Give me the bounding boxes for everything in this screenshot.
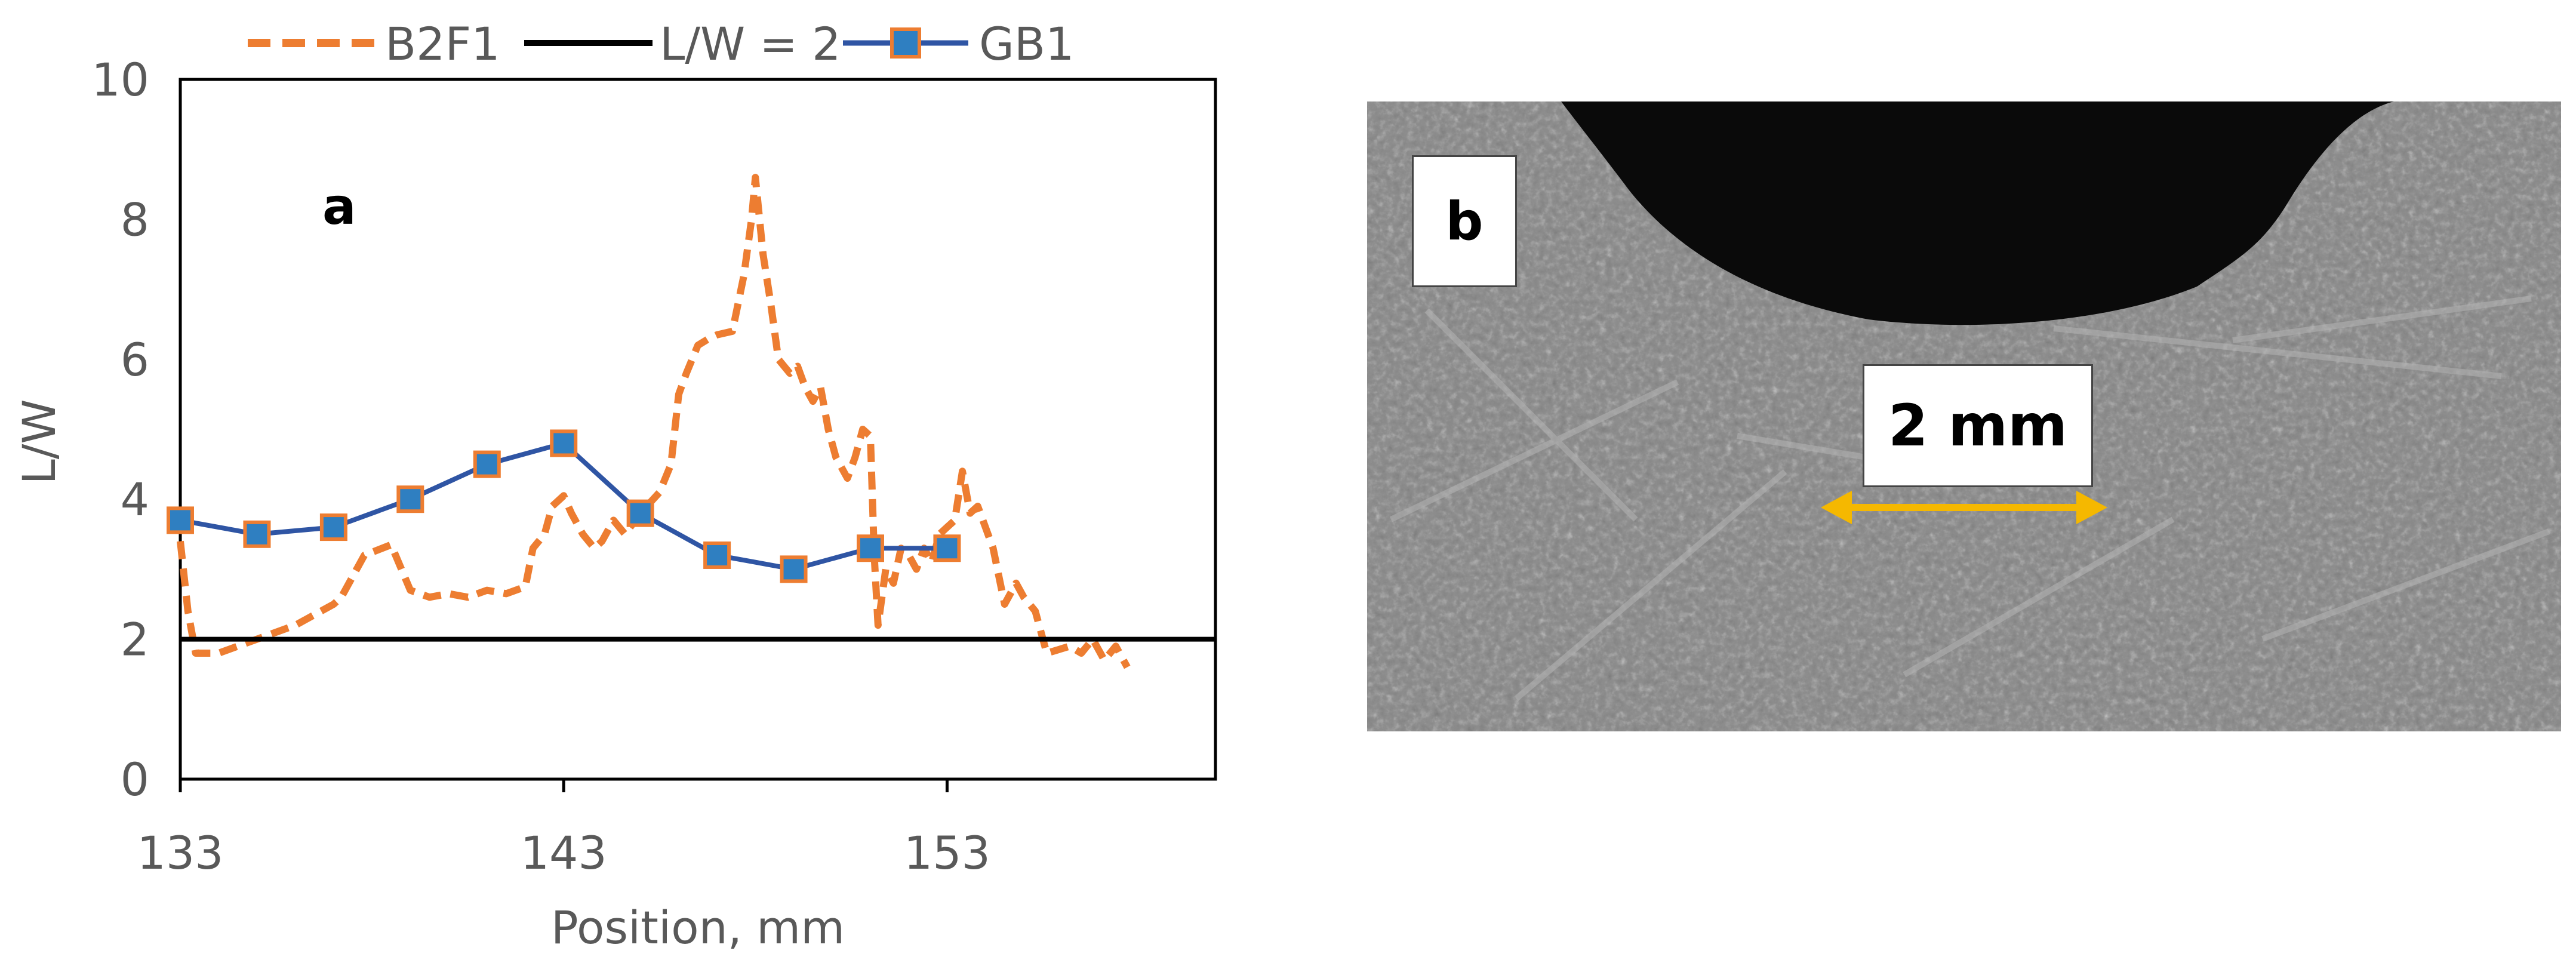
- x-axis-title: Position, mm: [551, 901, 845, 954]
- scale-bar-label: 2 mm: [1863, 364, 2093, 487]
- panel-label-b: b: [1412, 155, 1517, 287]
- data-point-gb1: [703, 541, 731, 569]
- data-point-gb1: [396, 485, 424, 513]
- y-tick-label: 10: [91, 53, 149, 106]
- line-chart: B2F1 L/W = 2 GB1 0 2 4 6 8 10 133 143 153 L/W P…: [13, 17, 1217, 954]
- x-tick-label: 133: [137, 826, 223, 879]
- legend-label-b2f1: B2F1: [385, 17, 500, 70]
- data-point-gb1: [857, 534, 884, 562]
- series-line-b2f1: [177, 174, 1131, 669]
- legend-marker-gb1: [890, 27, 921, 59]
- legend-label-gb1: GB1: [979, 17, 1074, 70]
- x-tick-label: 143: [521, 826, 607, 879]
- series-line-gb1: [180, 440, 947, 572]
- plot-area: [178, 78, 1217, 781]
- scale-bar: [1821, 491, 2107, 524]
- x-axis: 133 143 153: [137, 779, 990, 879]
- y-tick-label: 8: [121, 193, 149, 246]
- y-axis-title: L/W: [13, 399, 66, 484]
- data-point-gb1: [473, 450, 501, 478]
- series-layer: [167, 174, 1215, 669]
- y-tick-label: 2: [121, 613, 149, 666]
- data-point-gb1: [626, 499, 654, 527]
- data-point-gb1: [550, 429, 578, 457]
- y-tick-label: 6: [121, 333, 149, 386]
- data-point-gb1: [933, 534, 961, 562]
- y-axis: 0 2 4 6 8 10: [91, 53, 149, 806]
- panel-label-a: a: [322, 177, 356, 236]
- micrograph: b 2 mm: [1367, 101, 2561, 731]
- data-point-gb1: [243, 520, 271, 548]
- legend-label-lw2: L/W = 2: [660, 17, 841, 70]
- data-point-gb1: [167, 506, 194, 534]
- y-tick-label: 4: [121, 473, 149, 526]
- weld-cavity: [1561, 101, 2394, 325]
- data-point-gb1: [780, 555, 808, 583]
- data-point-gb1: [319, 513, 347, 542]
- x-tick-label: 153: [904, 826, 990, 879]
- y-tick-label: 0: [121, 753, 149, 806]
- legend: B2F1 L/W = 2 GB1: [248, 17, 1074, 70]
